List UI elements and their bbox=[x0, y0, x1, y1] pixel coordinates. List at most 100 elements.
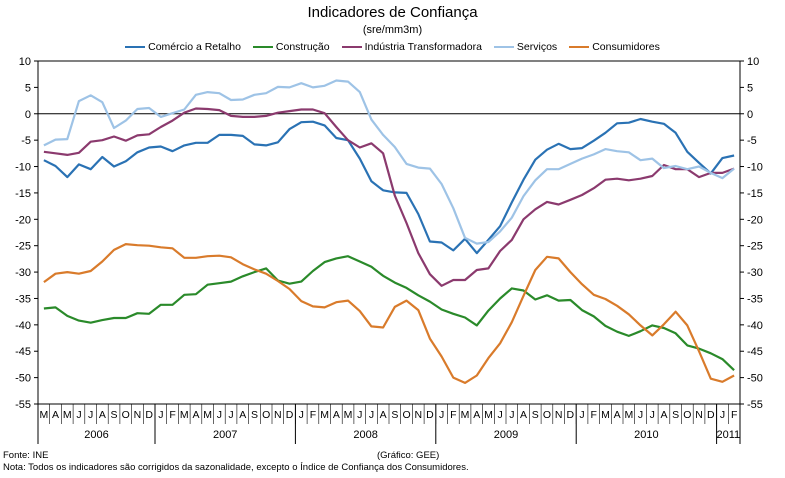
credit-text: (Gráfico: GEE) bbox=[377, 450, 440, 461]
y-tick-label-right: -55 bbox=[747, 399, 763, 411]
legend-label: Serviços bbox=[516, 41, 558, 53]
y-tick-label-right: -30 bbox=[747, 267, 763, 279]
y-tick-label-left: -40 bbox=[15, 320, 31, 332]
y-tick-label-right: -5 bbox=[747, 135, 757, 147]
legend-label: Consumidores bbox=[592, 41, 660, 53]
y-tick-label-left: -20 bbox=[15, 214, 31, 226]
x-tick-label: S bbox=[672, 409, 679, 421]
series-line-ind-stria-transformadora bbox=[43, 107, 735, 287]
year-label: 2009 bbox=[494, 429, 518, 441]
legend-swatch bbox=[569, 46, 590, 48]
legend-swatch bbox=[341, 46, 362, 48]
legend: Comércio a Retalho Construção Indústria … bbox=[0, 41, 785, 53]
x-tick-label: D bbox=[426, 409, 434, 421]
legend-item-industria: Indústria Transformadora bbox=[341, 41, 482, 53]
x-tick-label: A bbox=[192, 409, 199, 421]
x-tick-label: O bbox=[122, 409, 130, 421]
x-tick-label: A bbox=[520, 409, 527, 421]
y-tick-label-right: -15 bbox=[747, 188, 763, 200]
y-tick-label-right: -35 bbox=[747, 293, 763, 305]
x-tick-label: D bbox=[707, 409, 715, 421]
chart-title: Indicadores de Confiança bbox=[307, 4, 478, 21]
y-tick-label-right: 5 bbox=[747, 82, 753, 94]
y-tick-label-left: -50 bbox=[15, 373, 31, 385]
x-tick-label: S bbox=[532, 409, 539, 421]
year-label: 2008 bbox=[353, 429, 377, 441]
x-tick-label: A bbox=[333, 409, 340, 421]
x-tick-label: S bbox=[251, 409, 258, 421]
legend-label: Indústria Transformadora bbox=[364, 41, 482, 53]
x-tick-label: J bbox=[217, 409, 222, 421]
y-tick-label-left: -15 bbox=[15, 188, 31, 200]
x-tick-label: A bbox=[660, 409, 667, 421]
x-tick-label: D bbox=[567, 409, 575, 421]
y-tick-label-left: 10 bbox=[19, 56, 31, 68]
legend-swatch bbox=[493, 46, 514, 48]
legend-label: Construção bbox=[275, 41, 330, 53]
x-tick-label: A bbox=[99, 409, 106, 421]
x-tick-label: A bbox=[52, 409, 59, 421]
legend-item-comercio: Comércio a Retalho bbox=[125, 41, 241, 53]
plot-frame bbox=[37, 60, 741, 405]
x-tick-label: M bbox=[39, 409, 48, 421]
x-tick-label: M bbox=[484, 409, 493, 421]
x-tick-label: J bbox=[650, 409, 655, 421]
x-tick-label: J bbox=[228, 409, 233, 421]
x-tick-label: S bbox=[391, 409, 398, 421]
x-tick-label: D bbox=[286, 409, 294, 421]
y-tick-label-left: -45 bbox=[15, 346, 31, 358]
x-tick-label: J bbox=[88, 409, 93, 421]
x-tick-label: A bbox=[614, 409, 621, 421]
x-tick-label: F bbox=[450, 409, 456, 421]
x-tick-label: M bbox=[180, 409, 189, 421]
chart-subtitle: (sre/mm3m) bbox=[362, 24, 423, 36]
y-tick-label-left: -35 bbox=[15, 293, 31, 305]
series-line-servi-os bbox=[43, 79, 735, 245]
x-tick-label: M bbox=[203, 409, 212, 421]
x-tick-label: M bbox=[344, 409, 353, 421]
y-tick-label-right: 10 bbox=[747, 56, 759, 68]
x-tick-label: J bbox=[76, 409, 81, 421]
year-label: 2011 bbox=[716, 429, 740, 441]
x-tick-label: J bbox=[369, 409, 374, 421]
source-text: Fonte: INE bbox=[3, 450, 49, 461]
x-tick-label: J bbox=[720, 409, 725, 421]
x-tick-label: F bbox=[591, 409, 597, 421]
x-tick-label: J bbox=[638, 409, 643, 421]
x-tick-label: N bbox=[134, 409, 142, 421]
note-text: Nota: Todos os indicadores são corrigido… bbox=[3, 462, 469, 473]
x-tick-label: J bbox=[299, 409, 304, 421]
legend-label: Comércio a Retalho bbox=[148, 41, 241, 53]
y-tick-label-right: -10 bbox=[747, 162, 763, 174]
x-tick-label: N bbox=[274, 409, 282, 421]
legend-item-servicos: Serviços bbox=[493, 41, 558, 53]
x-tick-label: S bbox=[111, 409, 118, 421]
x-tick-label: F bbox=[169, 409, 175, 421]
series-line-constru-o bbox=[43, 255, 735, 371]
x-tick-label: J bbox=[579, 409, 584, 421]
x-tick-label: M bbox=[320, 409, 329, 421]
x-tick-label: M bbox=[63, 409, 72, 421]
x-tick-label: N bbox=[695, 409, 703, 421]
x-tick-label: A bbox=[473, 409, 480, 421]
x-tick-label: N bbox=[555, 409, 563, 421]
x-tick-label: F bbox=[731, 409, 737, 421]
x-tick-label: A bbox=[380, 409, 387, 421]
x-tick-label: J bbox=[439, 409, 444, 421]
y-tick-label-right: 0 bbox=[747, 109, 753, 121]
y-tick-label-left: -55 bbox=[15, 399, 31, 411]
year-label: 2006 bbox=[84, 429, 108, 441]
y-tick-label-right: -45 bbox=[747, 346, 763, 358]
y-tick-label-right: -25 bbox=[747, 241, 763, 253]
series-line-com-rcio-a-retalho bbox=[43, 117, 735, 255]
x-tick-label: M bbox=[624, 409, 633, 421]
x-tick-label: J bbox=[509, 409, 514, 421]
y-tick-label-right: -50 bbox=[747, 373, 763, 385]
y-tick-label-left: -30 bbox=[15, 267, 31, 279]
x-tick-label: M bbox=[601, 409, 610, 421]
year-label: 2007 bbox=[213, 429, 237, 441]
x-tick-label: O bbox=[262, 409, 270, 421]
x-tick-label: D bbox=[145, 409, 153, 421]
x-tick-label: O bbox=[543, 409, 551, 421]
